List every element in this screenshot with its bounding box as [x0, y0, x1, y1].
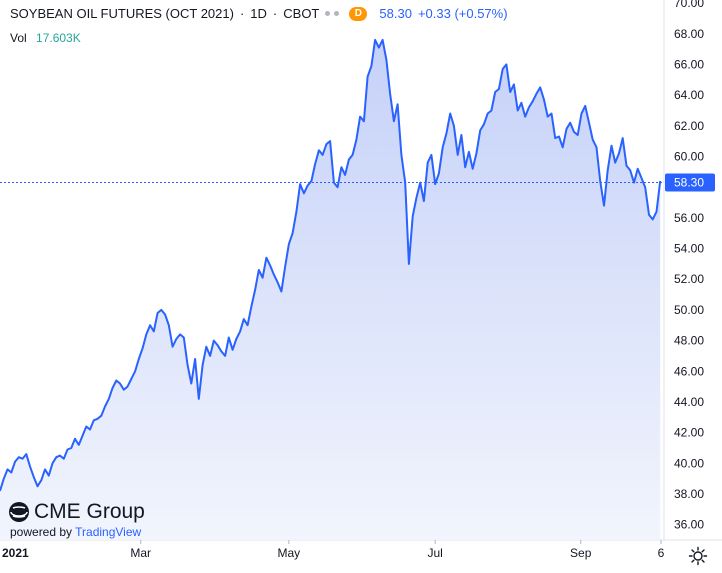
- y-tick-label: 44.00: [674, 395, 704, 409]
- last-price-tag: 58.30: [665, 173, 715, 192]
- globe-icon: [9, 502, 29, 522]
- y-tick-label: 40.00: [674, 456, 704, 470]
- y-tick-label: 60.00: [674, 149, 704, 163]
- chart-header: SOYBEAN OIL FUTURES (OCT 2021) · 1D · CB…: [10, 6, 508, 21]
- y-axis: 36.00 38.00 40.00 42.00 44.00 46.00 48.00 50.00…: [674, 0, 704, 532]
- last-price: 58.30: [379, 6, 412, 21]
- y-tick-label: 54.00: [674, 242, 704, 256]
- brand-name: CME Group: [34, 500, 145, 523]
- exchange: CBOT: [283, 6, 320, 21]
- y-tick-label: 62.00: [674, 119, 704, 133]
- x-axis: 2021 Mar May Jul Sep 6: [2, 540, 665, 560]
- y-tick-label: 38.00: [674, 487, 704, 501]
- y-tick-label: 64.00: [674, 88, 704, 102]
- last-price-tag-label: 58.30: [674, 176, 704, 190]
- delayed-badge[interactable]: D: [349, 6, 368, 21]
- interval[interactable]: 1D: [250, 6, 267, 21]
- status-dots-icon: [325, 11, 343, 16]
- y-tick-label: 42.00: [674, 426, 704, 440]
- volume-value: 17.603K: [36, 31, 81, 45]
- x-tick-label: Jul: [427, 546, 442, 560]
- y-tick-label: 70.00: [674, 0, 704, 10]
- x-tick-label: 6: [658, 546, 665, 560]
- volume-label: Vol: [10, 31, 27, 45]
- price-line: [0, 38, 662, 492]
- powered-by-text: powered by: [10, 525, 76, 539]
- separator: ·: [272, 6, 278, 21]
- symbol-title: SOYBEAN OIL FUTURES (OCT 2021): [10, 6, 234, 21]
- price-area: [0, 39, 661, 541]
- y-tick-label: 56.00: [674, 211, 704, 225]
- price-change: +0.33 (+0.57%): [417, 6, 508, 21]
- y-tick-label: 66.00: [674, 57, 704, 71]
- x-tick-label: Mar: [130, 546, 151, 560]
- cme-logo[interactable]: CME Group powered by TradingView: [8, 500, 145, 539]
- gear-icon[interactable]: [688, 546, 708, 566]
- y-tick-label: 48.00: [674, 334, 704, 348]
- y-tick-label: 50.00: [674, 303, 704, 317]
- y-tick-label: 52.00: [674, 272, 704, 286]
- y-tick-label: 36.00: [674, 518, 704, 532]
- x-tick-label: May: [278, 546, 301, 560]
- tradingview-link[interactable]: TradingView: [75, 525, 142, 539]
- x-tick-label: Sep: [570, 546, 592, 560]
- y-tick-label: 68.00: [674, 27, 704, 41]
- powered-by: powered by TradingView: [8, 525, 145, 539]
- volume-legend: Vol 17.603K: [10, 31, 81, 45]
- separator: ·: [239, 6, 245, 21]
- x-tick-label: 2021: [2, 546, 29, 560]
- last-price-tag-bg: [665, 173, 715, 192]
- y-tick-label: 46.00: [674, 364, 704, 378]
